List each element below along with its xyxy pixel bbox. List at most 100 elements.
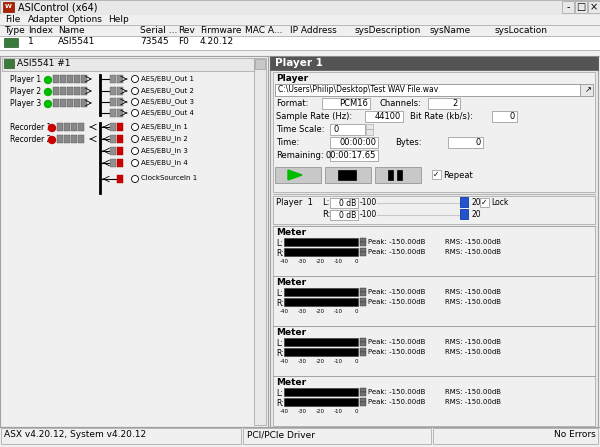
Text: Peak: -150.00dB: Peak: -150.00dB <box>368 349 425 355</box>
Text: AES/EBU_Out 4: AES/EBU_Out 4 <box>141 109 194 116</box>
Text: Name: Name <box>58 26 85 35</box>
Text: Player 2: Player 2 <box>10 87 41 96</box>
Circle shape <box>49 125 56 131</box>
Text: PCM16: PCM16 <box>339 99 368 108</box>
Bar <box>275 84 581 96</box>
Bar <box>284 398 358 406</box>
Text: AES/EBU_Out 2: AES/EBU_Out 2 <box>141 87 194 94</box>
Bar <box>460 197 468 207</box>
Text: -20: -20 <box>316 409 325 414</box>
Bar <box>360 242 366 245</box>
Bar <box>0 427 600 447</box>
Circle shape <box>131 135 139 143</box>
Text: R:: R: <box>276 399 284 408</box>
Text: Recorder 1: Recorder 1 <box>10 123 52 132</box>
Text: AES/EBU_Out 1: AES/EBU_Out 1 <box>141 75 194 82</box>
Text: -30: -30 <box>298 359 307 364</box>
Text: 00:00:00: 00:00:00 <box>339 138 376 147</box>
Bar <box>360 402 366 405</box>
Bar <box>67 99 73 107</box>
Text: -: - <box>566 2 570 12</box>
Text: Format:: Format: <box>276 99 308 108</box>
Text: PCI/PCle Driver: PCI/PCle Driver <box>247 430 315 439</box>
Bar <box>255 59 265 69</box>
Text: Serial ...: Serial ... <box>140 26 178 35</box>
Text: sysName: sysName <box>430 26 471 35</box>
Text: sysLocation: sysLocation <box>495 26 548 35</box>
Text: □: □ <box>577 2 586 12</box>
Text: ✓: ✓ <box>481 198 488 207</box>
Circle shape <box>131 160 139 166</box>
Text: Meter: Meter <box>276 278 306 287</box>
Bar <box>4 59 14 68</box>
Text: Firmware: Firmware <box>200 26 241 35</box>
Text: Bytes:: Bytes: <box>395 138 421 147</box>
Bar <box>284 288 358 296</box>
Circle shape <box>44 89 52 96</box>
Text: sysDescription: sysDescription <box>355 26 421 35</box>
Bar <box>273 276 595 326</box>
Text: Help: Help <box>108 15 129 24</box>
Bar <box>53 87 59 95</box>
Bar <box>57 135 63 143</box>
Text: 20: 20 <box>471 210 481 219</box>
Text: 4.20.12: 4.20.12 <box>200 37 234 46</box>
Text: -100: -100 <box>360 198 377 207</box>
Text: 0: 0 <box>354 309 358 314</box>
Text: AES/EBU_In 4: AES/EBU_In 4 <box>141 159 188 166</box>
Polygon shape <box>288 170 302 180</box>
Bar <box>284 298 358 306</box>
Bar <box>325 167 371 183</box>
Bar <box>0 36 600 50</box>
Bar <box>366 129 373 135</box>
Bar <box>2 58 254 71</box>
Text: Peak: -150.00dB: Peak: -150.00dB <box>368 249 425 255</box>
Text: Lock: Lock <box>491 198 508 207</box>
Bar <box>388 170 393 180</box>
Text: Index: Index <box>28 26 53 35</box>
Text: W: W <box>5 4 12 9</box>
Text: ASX v4.20.12, System v4.20.12: ASX v4.20.12, System v4.20.12 <box>4 430 146 439</box>
Bar <box>110 147 116 155</box>
Bar <box>81 87 87 95</box>
Bar <box>0 0 600 14</box>
Circle shape <box>131 176 139 182</box>
Bar <box>270 56 598 427</box>
Text: ↗: ↗ <box>585 85 592 94</box>
Text: -20: -20 <box>316 259 325 264</box>
Text: RMS: -150.00dB: RMS: -150.00dB <box>445 389 501 395</box>
Bar <box>360 288 366 291</box>
Bar <box>284 338 358 346</box>
Bar <box>110 109 116 117</box>
Text: Peak: -150.00dB: Peak: -150.00dB <box>368 399 425 405</box>
Text: 1: 1 <box>28 37 34 46</box>
Bar <box>1 428 241 444</box>
Bar <box>330 150 378 161</box>
Circle shape <box>44 101 52 107</box>
Bar <box>117 87 123 95</box>
Bar <box>360 238 366 241</box>
Bar <box>3 2 14 12</box>
Text: -100: -100 <box>360 210 377 219</box>
Circle shape <box>131 110 139 117</box>
Text: Recorder 2: Recorder 2 <box>10 135 52 144</box>
Bar <box>360 338 366 342</box>
Text: -30: -30 <box>298 309 307 314</box>
Bar <box>492 111 517 122</box>
Circle shape <box>131 88 139 94</box>
Bar <box>273 196 595 224</box>
Text: -20: -20 <box>316 359 325 364</box>
Bar <box>360 252 366 256</box>
Text: L:: L: <box>276 289 283 298</box>
Text: ASI5541 #1: ASI5541 #1 <box>17 59 71 68</box>
Bar <box>60 87 66 95</box>
Text: RMS: -150.00dB: RMS: -150.00dB <box>445 239 501 245</box>
Text: L:: L: <box>276 239 283 248</box>
Bar <box>67 87 73 95</box>
Text: IP Address: IP Address <box>290 26 337 35</box>
Bar <box>284 248 358 256</box>
Text: L:: L: <box>276 339 283 348</box>
Text: Meter: Meter <box>276 328 306 337</box>
Bar <box>74 87 80 95</box>
Text: 44100: 44100 <box>375 112 401 121</box>
